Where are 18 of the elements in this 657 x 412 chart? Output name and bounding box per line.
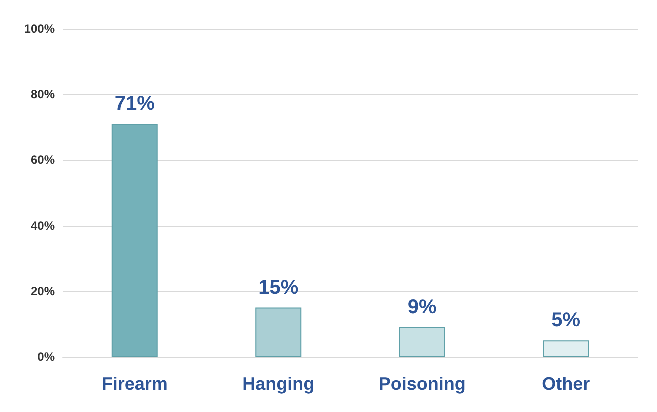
y-tick-label: 20% xyxy=(30,284,56,298)
data-label: 15% xyxy=(258,276,299,299)
data-label: 71% xyxy=(114,93,156,116)
y-tick-label: 60% xyxy=(30,153,56,168)
x-tick-label: Firearm xyxy=(102,374,168,394)
data-label: 5% xyxy=(552,310,581,332)
bar xyxy=(112,124,158,357)
bar xyxy=(543,340,590,357)
data-label: 9% xyxy=(408,296,438,318)
y-tick-label: 0% xyxy=(38,350,56,364)
y-tick-label: 40% xyxy=(30,218,56,233)
x-tick-label: Hanging xyxy=(242,374,315,394)
bar xyxy=(399,327,446,357)
y-tick-label: 80% xyxy=(30,88,56,102)
x-tick-label: Other xyxy=(542,374,590,394)
y-tick-label: 100% xyxy=(24,22,56,36)
x-tick-label: Poisoning xyxy=(378,374,466,394)
bar xyxy=(256,308,302,357)
